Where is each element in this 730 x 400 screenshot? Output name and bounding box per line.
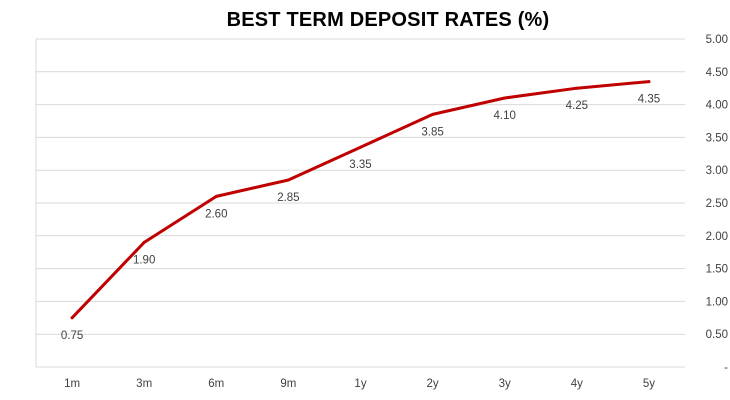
y-tick-label: 4.00: [706, 100, 728, 112]
data-label: 3.85: [421, 126, 443, 138]
chart-title: BEST TERM DEPOSIT RATES (%): [226, 9, 550, 31]
x-tick-label: 2y: [427, 378, 439, 390]
data-point: [359, 145, 362, 149]
y-tick-label: -: [724, 362, 728, 374]
data-label: 3.35: [349, 159, 371, 171]
data-label: 4.35: [638, 94, 660, 106]
data-label: 0.75: [61, 330, 83, 342]
y-tick-label: 3.00: [706, 165, 728, 177]
data-point: [647, 80, 651, 84]
y-tick-label: 2.50: [706, 198, 728, 210]
y-tick-label: 5.00: [706, 34, 728, 46]
series-line: [70, 80, 651, 320]
data-point: [503, 96, 507, 100]
x-tick-label: 4y: [571, 378, 583, 390]
x-tick-label: 1y: [354, 378, 366, 390]
data-point: [142, 240, 146, 244]
data-label: 2.85: [277, 192, 299, 204]
y-tick-label: 4.50: [706, 67, 728, 79]
x-tick-label: 9m: [280, 378, 296, 390]
data-point: [286, 178, 290, 182]
y-tick-label: 1.00: [706, 296, 728, 308]
x-tick-label: 6m: [208, 378, 224, 390]
data-point: [70, 316, 74, 320]
y-tick-label: 0.50: [706, 329, 728, 341]
data-point: [431, 112, 435, 116]
y-tick-label: 3.50: [706, 132, 728, 144]
data-label: 2.60: [205, 208, 227, 220]
data-point: [575, 86, 579, 90]
x-tick-label: 5y: [643, 378, 655, 390]
x-tick-label: 3y: [499, 378, 511, 390]
data-label: 4.10: [494, 110, 516, 122]
x-tick-label: 1m: [64, 378, 80, 390]
y-tick-label: 2.00: [706, 231, 728, 243]
data-label: 1.90: [133, 254, 155, 266]
x-tick-label: 3m: [136, 378, 152, 390]
data-point: [214, 194, 218, 198]
data-label: 4.25: [566, 100, 588, 112]
y-tick-label: 1.50: [706, 264, 728, 276]
